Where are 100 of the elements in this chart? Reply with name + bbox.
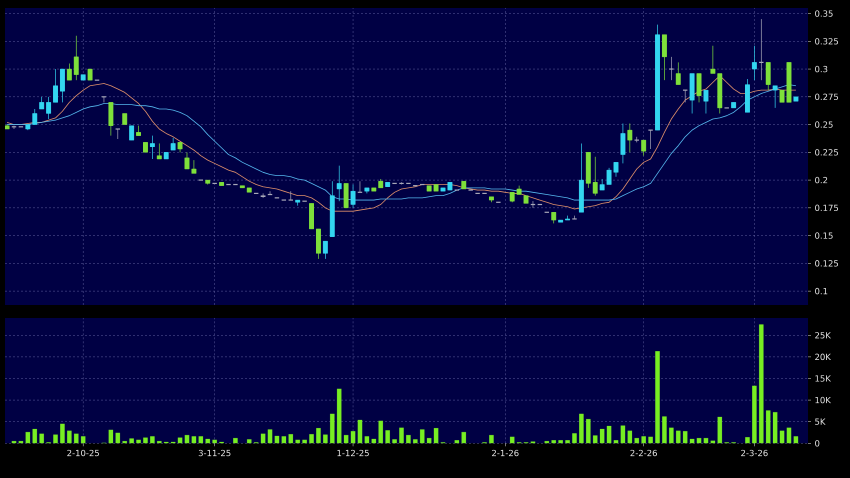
y-tick-label: 10K (815, 396, 832, 404)
candlestick (53, 68, 58, 103)
candlestick (780, 90, 785, 103)
candlestick (60, 68, 65, 103)
bar (606, 426, 612, 444)
bar (565, 440, 570, 444)
y-tick-label: 0.325 (815, 38, 838, 45)
candlestick (752, 45, 757, 81)
candlestick (600, 178, 605, 190)
candlestick (606, 168, 612, 185)
candlestick (136, 125, 142, 136)
bar (212, 440, 217, 444)
y-tick-label: 5K (815, 418, 826, 425)
y-tick-label: 0.15 (815, 232, 833, 239)
bar (696, 438, 702, 444)
candlestick (122, 113, 128, 125)
y-tick-label: 25K (815, 332, 832, 338)
bar (108, 430, 114, 444)
x-tick-label: 2-2-26 (630, 450, 657, 456)
y-tick-label: 0.125 (815, 260, 838, 267)
bar (233, 438, 238, 444)
bar (378, 420, 383, 444)
bar (192, 436, 196, 444)
candlestick (614, 162, 618, 178)
candlestick (129, 125, 134, 140)
candlestick (682, 90, 688, 103)
candlestick (696, 73, 702, 103)
bar (392, 439, 397, 444)
bar (150, 436, 155, 444)
bar (316, 428, 321, 444)
bar (399, 428, 404, 444)
bar (648, 436, 653, 444)
bar (759, 324, 764, 444)
bar (600, 428, 604, 444)
bar (178, 438, 182, 444)
x-tick-label: 2-1-26 (492, 450, 519, 456)
candlestick (178, 142, 183, 153)
bar (641, 436, 646, 444)
candlestick (565, 215, 570, 220)
candlestick (620, 123, 626, 164)
candlestick (108, 102, 114, 136)
y-tick-label: 0.275 (815, 94, 838, 100)
candlestick (350, 184, 356, 208)
bar (129, 438, 134, 444)
y-tick-label: 0.35 (815, 10, 833, 17)
candlestick (184, 152, 190, 170)
bar (198, 436, 204, 444)
bar (682, 431, 688, 444)
bar (628, 430, 632, 444)
bar (358, 420, 362, 444)
bar (586, 419, 591, 444)
bar (39, 434, 44, 444)
candlestick (336, 165, 342, 202)
candlestick (551, 212, 556, 224)
bar (323, 434, 328, 444)
x-tick-label: 3-11-25 (198, 450, 230, 456)
bar (558, 440, 563, 444)
bar (420, 429, 424, 444)
bar (288, 434, 294, 444)
candlestick (156, 143, 162, 160)
bar (406, 434, 411, 444)
candlestick (46, 96, 52, 120)
candlestick (703, 90, 708, 114)
candlestick (772, 85, 778, 108)
bar (462, 432, 466, 444)
bar (282, 436, 286, 444)
y-tick-label: 0.175 (815, 204, 838, 212)
bar (710, 440, 716, 444)
y-tick-label: 0 (815, 440, 820, 447)
bar (302, 440, 307, 444)
bar (350, 431, 356, 444)
candlestick (322, 240, 328, 260)
bar (592, 435, 598, 444)
bar (489, 434, 494, 444)
bar (260, 434, 266, 444)
y-tick-label: 0.3 (815, 66, 828, 72)
x-tick-label: 1-12-25 (337, 450, 369, 456)
bar (752, 386, 757, 444)
bar (772, 412, 778, 444)
bar (426, 438, 432, 444)
candlestick (357, 180, 363, 193)
bar (74, 434, 79, 444)
bar (274, 436, 280, 444)
bar (385, 430, 390, 444)
bar (745, 437, 750, 444)
y-tick-label: 20K (815, 354, 832, 360)
bar (614, 440, 618, 444)
bar (26, 432, 30, 444)
bar (295, 440, 300, 444)
candlestick (676, 62, 681, 85)
bar (690, 438, 694, 444)
bar (579, 414, 584, 444)
y-tick-label: 0.2 (815, 176, 828, 184)
bar (669, 428, 674, 444)
bar (268, 429, 272, 444)
bar (372, 438, 376, 444)
bar (67, 430, 72, 444)
candlestick (766, 62, 771, 91)
candlestick (101, 96, 107, 103)
candlestick (662, 34, 667, 81)
